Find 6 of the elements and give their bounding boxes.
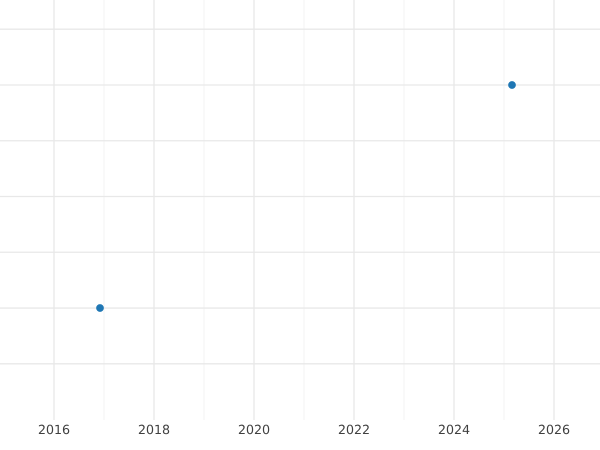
x-tick-label: 2024 [438, 424, 470, 434]
x-tick-label: 2020 [238, 424, 270, 434]
x-tick-label: 2022 [338, 424, 369, 434]
x-tick-label: 2016 [38, 424, 70, 434]
x-tick-label: 2018 [138, 424, 170, 434]
x-tick-label: 2026 [538, 424, 570, 434]
